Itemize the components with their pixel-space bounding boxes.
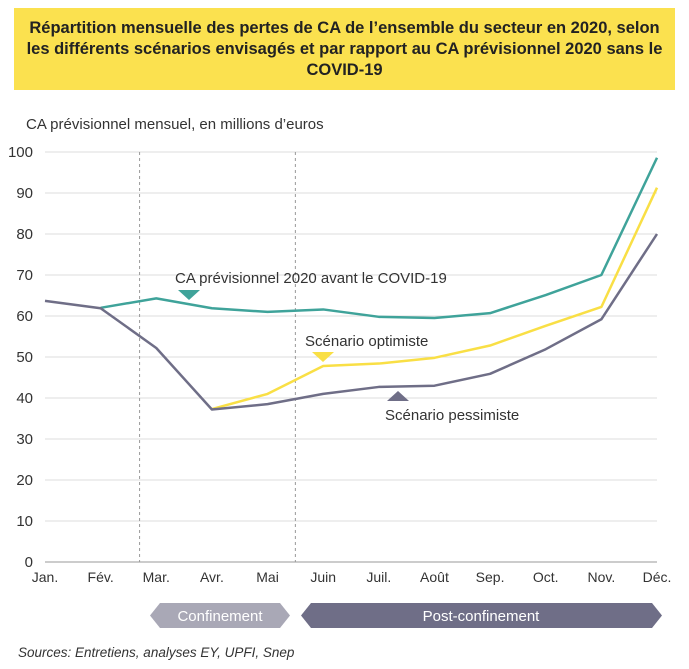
x-tick-label: Juil.: [366, 569, 391, 585]
x-tick-label: Déc.: [643, 569, 672, 585]
y-axis-label: CA prévisionnel mensuel, en millions d’e…: [26, 116, 324, 133]
y-tick-label: 80: [16, 226, 33, 243]
x-tick-label: Nov.: [587, 569, 615, 585]
x-tick-label: Oct.: [533, 569, 559, 585]
period-band-confinement: [150, 603, 290, 628]
series-line: [211, 187, 659, 411]
y-tick-label: 70: [16, 267, 33, 284]
y-tick-label: 20: [16, 472, 33, 489]
series-label: Scénario pessimiste: [385, 407, 519, 424]
y-tick-label: 10: [16, 513, 33, 530]
y-tick-label: 100: [8, 144, 33, 161]
x-tick-label: Avr.: [200, 569, 224, 585]
x-tick-label: Mar.: [143, 569, 170, 585]
series-marker-icon: [387, 391, 409, 401]
x-tick-label: Mai: [256, 569, 279, 585]
y-tick-label: 0: [25, 554, 33, 571]
x-tick-label: Août: [420, 569, 449, 585]
series-label: Scénario optimiste: [305, 333, 428, 350]
y-tick-label: 60: [16, 308, 33, 325]
y-tick-label: 50: [16, 349, 33, 366]
x-tick-label: Juin: [310, 569, 336, 585]
chart-title-text: Répartition mensuelle des pertes de CA d…: [26, 18, 663, 79]
series-label: CA prévisionnel 2020 avant le COVID-19: [175, 270, 447, 287]
source-note: Sources: Entretiens, analyses EY, UPFI, …: [18, 645, 295, 660]
x-tick-label: Jan.: [32, 569, 58, 585]
period-band-post-confinement: [301, 603, 662, 628]
x-tick-label: Sep.: [476, 569, 505, 585]
period-label: Post-confinement: [423, 608, 541, 625]
x-tick-label: Fév.: [88, 569, 114, 585]
y-tick-label: 30: [16, 431, 33, 448]
y-tick-label: 40: [16, 390, 33, 407]
chart-title: Répartition mensuelle des pertes de CA d…: [14, 8, 675, 90]
series-line: [100, 157, 659, 320]
y-tick-label: 90: [16, 185, 33, 202]
series-marker-icon: [312, 352, 334, 362]
series-line: [44, 233, 659, 411]
period-label: Confinement: [177, 608, 263, 625]
series-marker-icon: [178, 290, 200, 300]
